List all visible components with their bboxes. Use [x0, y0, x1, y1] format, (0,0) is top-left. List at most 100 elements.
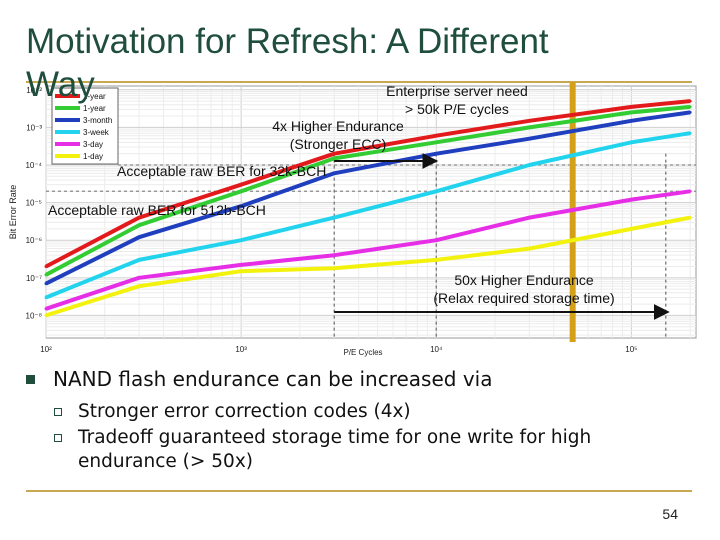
series-point-5 — [44, 307, 48, 311]
series-point-1 — [688, 99, 692, 103]
y-tick-label: 10⁻⁸ — [26, 311, 43, 320]
series-line-4 — [45, 131, 691, 300]
series-point-1 — [332, 152, 336, 156]
page-number: 54 — [662, 506, 678, 522]
y-tick-label: 10⁻⁴ — [25, 161, 42, 170]
legend-box — [51, 87, 119, 165]
series-point-1 — [44, 264, 48, 268]
series-point-1 — [527, 119, 531, 123]
annotation-ber-512b: Acceptable raw BER for 512b-BCH — [48, 202, 266, 218]
annotation-enterprise-need: Enterprise server need > 50k P/E cycles — [372, 82, 542, 118]
series-point-4 — [44, 295, 48, 299]
series-point-4 — [332, 216, 336, 220]
series-point-5 — [239, 263, 243, 267]
series-point-1 — [629, 105, 633, 109]
series-point-5 — [434, 238, 438, 242]
title-line-1: Motivation for Refresh: A Different — [26, 22, 549, 61]
series-point-6 — [332, 266, 336, 270]
series-point-2 — [527, 125, 531, 129]
bullet-list: NAND flash endurance can be increased vi… — [26, 364, 696, 474]
page-title: Motivation for Refresh: A Different Way — [26, 20, 716, 106]
series-point-2 — [44, 273, 48, 277]
series-point-4 — [688, 131, 692, 135]
series-point-6 — [137, 284, 141, 288]
series-point-2 — [629, 110, 633, 114]
series-point-6 — [688, 216, 692, 220]
x-tick-label: 10⁴ — [430, 345, 443, 354]
annotation-4x-line1: 4x Higher Endurance — [272, 118, 404, 134]
series-line-1 — [45, 99, 691, 269]
series-point-6 — [527, 247, 531, 251]
title-line-2: Way — [26, 65, 95, 104]
bottom-rule — [26, 490, 692, 492]
annotation-enterprise-line1: Enterprise server need — [386, 83, 528, 99]
hollow-square-bullet-icon — [54, 408, 62, 416]
bullet-sub-2-line2: endurance (> 50x) — [78, 451, 253, 472]
series-point-4 — [137, 258, 141, 262]
series-point-5 — [527, 216, 531, 220]
x-tick-label: 10² — [40, 345, 52, 354]
series-point-3 — [434, 152, 438, 156]
y-axis-label: Bit Error Rate — [8, 185, 18, 240]
series-point-2 — [434, 140, 438, 144]
legend-label: 1-year — [83, 104, 106, 113]
series-point-5 — [688, 189, 692, 193]
series-point-3 — [332, 171, 336, 175]
x-tick-label: 10⁵ — [625, 345, 637, 354]
square-bullet-icon — [26, 375, 35, 384]
series-point-3 — [629, 119, 633, 123]
y-tick-label: 10⁻³ — [26, 123, 42, 132]
annotation-50x-endurance: 50x Higher Endurance (Relax required sto… — [414, 271, 634, 307]
series-point-2 — [332, 156, 336, 160]
x-axis-label: P/E Cycles — [343, 348, 382, 357]
y-tick-label: 10⁻⁵ — [26, 199, 42, 208]
series-point-2 — [137, 223, 141, 227]
y-tick-label: 10⁻⁶ — [26, 236, 42, 245]
bullet-sub-1: Stronger error correction codes (4x) — [26, 400, 696, 424]
bullet-sub-2-line1: Tradeoff guaranteed storage time for one… — [78, 427, 592, 448]
x-tick-label: 10³ — [235, 345, 247, 354]
series-point-1 — [434, 134, 438, 138]
hollow-square-bullet-icon — [54, 434, 62, 442]
series-point-3 — [44, 282, 48, 286]
bullet-sub-2: Tradeoff guaranteed storage time for one… — [26, 426, 696, 474]
series-point-2 — [688, 105, 692, 109]
bullet-sub-1-text: Stronger error correction codes (4x) — [78, 401, 411, 422]
annotation-50x-line2: (Relax required storage time) — [433, 290, 615, 306]
series-point-5 — [137, 276, 141, 280]
series-line-3 — [45, 110, 691, 286]
series-point-5 — [332, 253, 336, 257]
y-tick-label: 10⁻⁷ — [26, 274, 42, 283]
y-tick-label: 10⁻² — [26, 86, 42, 95]
series-point-6 — [239, 269, 243, 273]
series-point-3 — [688, 110, 692, 114]
bullet-main: NAND flash endurance can be increased vi… — [26, 364, 696, 394]
legend-label: 3-week — [83, 128, 110, 137]
series-point-5 — [629, 198, 633, 202]
series-point-4 — [527, 163, 531, 167]
legend-label: 3-month — [83, 116, 112, 125]
series-point-4 — [434, 189, 438, 193]
top-rule — [26, 81, 692, 83]
series-line-5 — [45, 189, 691, 311]
series-point-2 — [239, 189, 243, 193]
legend-label: 1-year — [83, 92, 106, 101]
annotation-ber-32k: Acceptable raw BER for 32k-BCH — [117, 163, 327, 179]
bullet-main-text: NAND flash endurance can be increased vi… — [53, 367, 493, 391]
series-point-1 — [239, 183, 243, 187]
series-point-3 — [527, 137, 531, 141]
series-point-1 — [137, 216, 141, 220]
annotation-4x-endurance: 4x Higher Endurance (Stronger ECC) — [258, 117, 418, 153]
series-point-6 — [434, 258, 438, 262]
series-line-6 — [45, 215, 691, 318]
series-point-4 — [239, 238, 243, 242]
series-point-6 — [629, 227, 633, 231]
legend-label: 1-day — [83, 152, 103, 161]
series-point-3 — [239, 204, 243, 208]
annotation-enterprise-line2: > 50k P/E cycles — [405, 101, 509, 117]
legend-label: 3-day — [83, 140, 103, 149]
series-point-3 — [137, 235, 141, 239]
annotation-50x-line1: 50x Higher Endurance — [454, 272, 594, 288]
series-line-2 — [45, 104, 691, 277]
annotation-4x-line2: (Stronger ECC) — [289, 136, 387, 152]
